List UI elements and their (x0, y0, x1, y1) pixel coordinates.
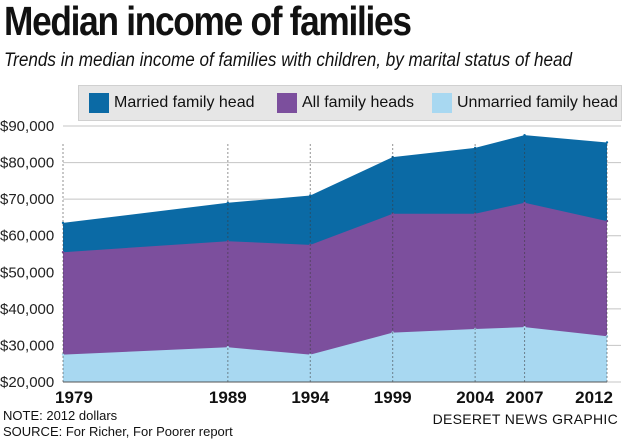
note-text: NOTE: 2012 dollars (3, 408, 118, 423)
point-married-2004 (473, 146, 477, 150)
x-tick-label-1979: 1979 (55, 388, 93, 407)
x-tick-label-2012: 2012 (575, 388, 613, 407)
legend-swatch-married (89, 93, 109, 113)
legend-swatch-all (277, 93, 297, 113)
chart-subtitle: Trends in median income of families with… (4, 50, 573, 71)
y-tick-label-90000: $90,000 (0, 120, 54, 135)
area-unmarried (63, 327, 607, 382)
x-tick-label-2004: 2004 (456, 388, 494, 407)
area-series (61, 133, 609, 382)
point-unmarried-1989 (226, 346, 230, 349)
y-tick-label-60000: $60,000 (0, 228, 54, 245)
point-all-2007 (523, 201, 526, 204)
legend-label-unmarried: Unmarried family head (457, 94, 618, 111)
chart-title: Median income of families (4, 0, 412, 44)
y-tick-label-50000: $50,000 (0, 264, 54, 281)
point-married-1979 (61, 221, 65, 225)
x-tick-label-1999: 1999 (374, 388, 412, 407)
point-married-1989 (226, 201, 230, 204)
legend-item-all: All family heads (277, 93, 414, 113)
y-tick-label-30000: $30,000 (0, 337, 54, 354)
area-chart: $20,000 $30,000 $40,000 $50,000 $60,000 $70,0… (0, 120, 621, 407)
point-married-1994 (309, 194, 312, 197)
x-tick-label-2007: 2007 (506, 388, 544, 407)
y-axis: $20,000 $30,000 $40,000 $50,000 $60,000 $70,0… (0, 120, 54, 391)
y-tick-label-20000: $20,000 (0, 374, 54, 391)
legend-item-unmarried: Unmarried family head (432, 93, 618, 113)
source-text: SOURCE: For Richer, For Poorer report (3, 424, 233, 439)
footnote: NOTE: 2012 dollars SOURCE: For Richer, F… (3, 408, 233, 440)
point-unmarried-1994 (309, 353, 312, 356)
y-tick-label-80000: $80,000 (0, 155, 54, 172)
legend-label-married: Married family head (114, 94, 255, 111)
legend: Married family head All family heads Unm… (78, 85, 622, 121)
point-married-2012 (605, 141, 609, 144)
legend-item-married: Married family head (89, 93, 255, 113)
legend-swatch-unmarried (432, 93, 452, 113)
legend-label-all: All family heads (302, 94, 415, 111)
x-axis: 1979 1989 1994 1999 2004 2007 2012 (55, 381, 613, 407)
y-tick-label-70000: $70,000 (0, 191, 54, 208)
x-tick-label-1994: 1994 (291, 388, 329, 407)
point-married-2007 (523, 133, 526, 137)
point-unmarried-1979 (61, 353, 65, 356)
credit-text: DESERET NEWS GRAPHIC (432, 411, 618, 427)
point-unmarried-2007 (523, 325, 526, 329)
x-tick-label-1989: 1989 (209, 388, 247, 407)
y-tick-label-40000: $40,000 (0, 301, 54, 318)
